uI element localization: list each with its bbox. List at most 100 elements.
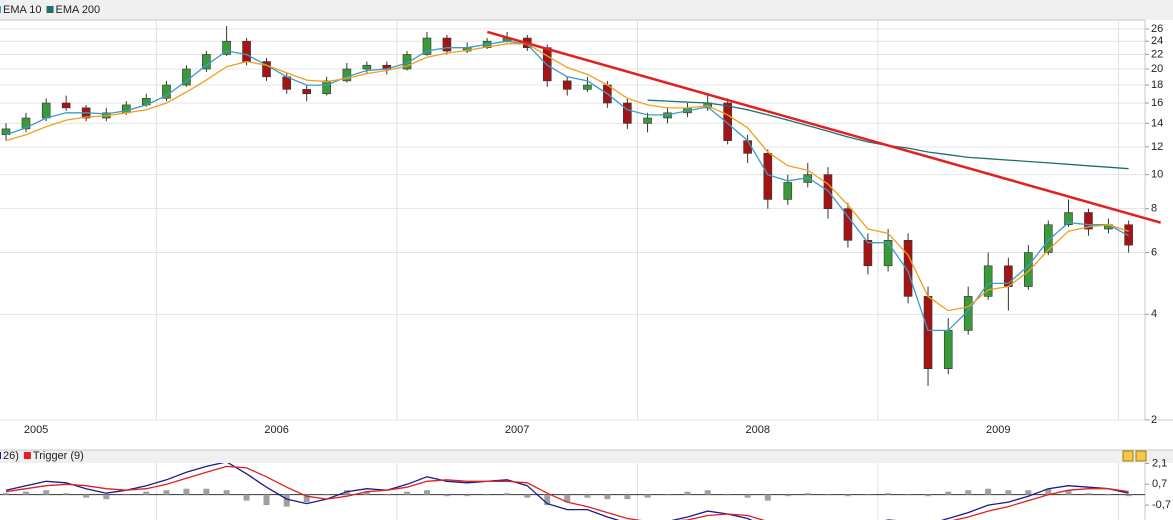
y-tick-label: 22 (1151, 48, 1163, 60)
histogram-bar (423, 490, 430, 495)
indicator-line (5, 40, 1129, 332)
legend-label: 26) (3, 450, 19, 462)
price-plot (1, 26, 1133, 386)
histogram-bar (183, 488, 190, 495)
y-tick-label: 24 (1151, 35, 1163, 47)
histogram-bar (22, 491, 29, 495)
histogram-bar (925, 494, 932, 497)
histogram-bar (524, 494, 531, 498)
y-tick-label: 10 (1151, 169, 1163, 181)
candle-body (843, 208, 853, 241)
candle-body (983, 265, 993, 297)
candle-body (21, 117, 31, 130)
candle-body (923, 296, 933, 370)
histogram-bar (1085, 493, 1092, 495)
y-tick-label: 2,1 (1152, 457, 1167, 469)
candle-body (242, 40, 251, 62)
candle-body (903, 240, 913, 297)
candle-body (302, 89, 311, 95)
histogram-bar (744, 494, 751, 498)
candle-body (763, 153, 773, 200)
candle-body (643, 117, 652, 124)
legend-marker (0, 6, 1, 13)
histogram-bar (323, 494, 330, 496)
histogram-bar (864, 494, 871, 496)
y-tick-label: 14 (1151, 117, 1163, 129)
histogram-bar (203, 488, 210, 495)
histogram-bar (484, 494, 491, 496)
candle-body (1044, 224, 1053, 253)
candle-body (1084, 212, 1093, 230)
histogram-bar (1065, 490, 1072, 495)
histogram-bar (263, 494, 270, 506)
histogram-bar (544, 494, 551, 506)
candle-body (743, 140, 752, 154)
histogram-bar (945, 491, 952, 495)
panel-button[interactable] (1135, 450, 1147, 462)
histogram-bar (163, 490, 170, 495)
histogram-bar (443, 494, 450, 497)
candle-body (1124, 224, 1133, 246)
histogram-bar (404, 491, 411, 495)
candle-body (422, 37, 432, 55)
candle-body (623, 102, 632, 124)
histogram-bar (223, 490, 230, 495)
y-tick-label: 4 (1151, 308, 1157, 320)
candle-body (863, 240, 873, 267)
histogram-bar (243, 494, 250, 501)
candle-body (562, 80, 572, 90)
histogram-bar (844, 494, 851, 497)
candle-body (222, 40, 231, 55)
histogram-bar (604, 494, 611, 500)
histogram-bar (824, 494, 831, 496)
x-tick-label: 2008 (745, 424, 769, 436)
legend-strip (0, 0, 1173, 20)
histogram-bar (504, 493, 511, 495)
candle-body (41, 102, 51, 119)
histogram-bar (1025, 490, 1032, 495)
histogram-bar (784, 494, 791, 497)
legend-label: Trigger (9) (33, 450, 84, 462)
y-tick-label: 16 (1151, 97, 1163, 109)
candle-body (282, 76, 292, 90)
legend-marker (46, 6, 54, 13)
histogram-bar (664, 494, 671, 496)
histogram-bar (143, 491, 150, 495)
histogram-bar (1005, 490, 1012, 495)
histogram-bar (43, 490, 50, 495)
histogram-bar (905, 494, 912, 496)
histogram-bar (704, 490, 711, 495)
histogram-bar (1045, 488, 1052, 495)
panel-button[interactable] (1122, 450, 1134, 462)
histogram-bar (123, 494, 130, 496)
histogram-bar (584, 494, 591, 498)
x-tick-label: 2007 (505, 424, 529, 436)
candle-body (783, 182, 793, 200)
histogram-bar (303, 494, 310, 503)
indicator-line (5, 463, 1129, 520)
histogram-bar (965, 490, 972, 495)
histogram-bar (103, 494, 110, 500)
candle-body (442, 37, 452, 52)
histogram-bar (1125, 494, 1132, 497)
histogram-bar (83, 494, 90, 498)
candle-body (402, 54, 412, 70)
histogram-bar (3, 493, 10, 495)
histogram-bar (764, 494, 771, 501)
x-tick-label: 2009 (986, 424, 1010, 436)
panel-legend-strip (0, 450, 1173, 463)
histogram-bar (804, 493, 811, 495)
histogram-bar (1105, 494, 1112, 496)
histogram-bar (564, 494, 571, 503)
y-tick-label: 0,7 (1152, 478, 1167, 490)
candle-body (723, 102, 732, 141)
trendline (487, 30, 1161, 224)
histogram-bar (63, 493, 70, 495)
candle-body (61, 102, 71, 109)
candle-body (963, 296, 973, 331)
candle-body (583, 84, 592, 90)
y-tick-label: 8 (1151, 203, 1157, 215)
